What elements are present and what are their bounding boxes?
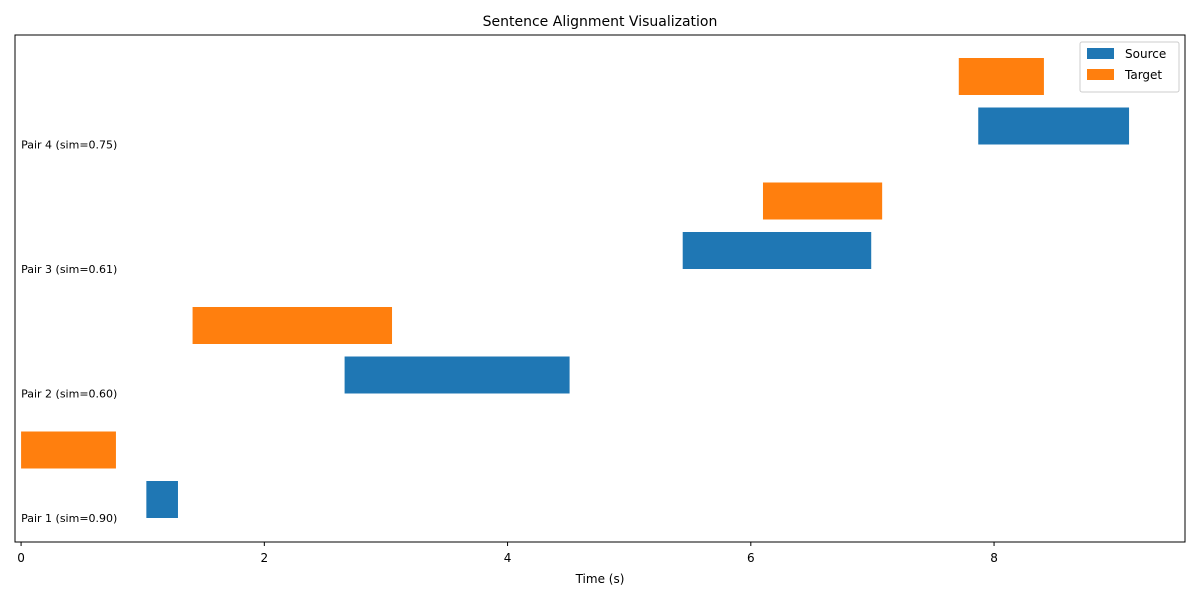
target-bar-pair-3 [762, 182, 883, 220]
legend-swatch-source [1087, 48, 1114, 59]
pair-label-3: Pair 3 (sim=0.61) [21, 263, 117, 276]
source-bar-pair-4 [978, 107, 1130, 145]
legend: Source Target [1079, 41, 1180, 93]
legend-label-source: Source [1125, 47, 1166, 61]
chart-marks: Pair 1 (sim=0.90) Pair 2 (sim=0.60) Pair 3… [21, 58, 1130, 525]
legend-label-target: Target [1124, 68, 1162, 82]
pair-label-2: Pair 2 (sim=0.60) [21, 388, 117, 401]
x-tick-label-6: 6 [747, 551, 755, 565]
x-tick-label-4: 4 [504, 551, 512, 565]
pair-label-4: Pair 4 (sim=0.75) [21, 139, 117, 152]
chart-title: Sentence Alignment Visualization [483, 14, 718, 30]
target-bar-pair-4 [958, 58, 1044, 95]
source-bar-pair-2 [344, 356, 570, 394]
plot-frame [14, 34, 1186, 543]
legend-swatch-target [1087, 69, 1114, 80]
x-tick-label-0: 0 [17, 551, 25, 565]
source-bar-pair-3 [682, 232, 872, 269]
x-tick-label-2: 2 [261, 551, 269, 565]
x-axis-label: Time (s) [575, 572, 625, 586]
x-axis-ticks: 0 2 4 6 8 [17, 542, 998, 565]
x-tick-label-8: 8 [990, 551, 998, 565]
target-bar-pair-2 [192, 307, 393, 344]
source-bar-pair-1 [146, 481, 178, 518]
target-bar-pair-1 [21, 431, 116, 469]
pair-label-1: Pair 1 (sim=0.90) [21, 512, 117, 525]
